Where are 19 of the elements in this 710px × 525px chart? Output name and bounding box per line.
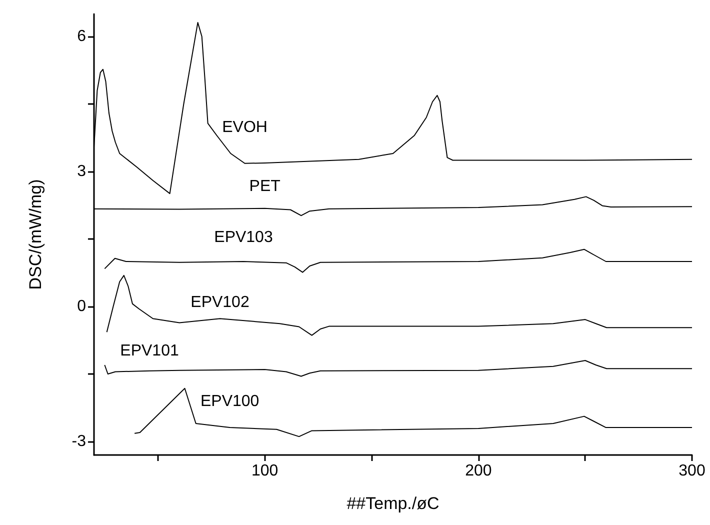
y-tick-label: 3 xyxy=(77,163,86,180)
x-tick-label: 300 xyxy=(678,462,706,480)
y-axis-title: DSC/(mW/mg) xyxy=(26,179,45,290)
y-tick-label: -3 xyxy=(72,433,86,450)
y-tick-label: 0 xyxy=(77,298,86,315)
x-tick-label: 200 xyxy=(465,462,492,480)
series-label: EPV102 xyxy=(190,294,250,312)
series-label: EVOH xyxy=(222,118,268,136)
line-series xyxy=(104,360,692,377)
line-series xyxy=(104,248,692,273)
x-axis-title: ##Temp./øC xyxy=(346,494,440,513)
series-label: EPV101 xyxy=(120,342,179,360)
line-series xyxy=(106,274,692,336)
line-series xyxy=(134,388,692,438)
x-tick-label: 100 xyxy=(252,462,278,480)
series-label: EPV103 xyxy=(214,229,273,246)
y-tick-label: 6 xyxy=(77,28,86,45)
series-label: PET xyxy=(249,178,281,195)
series-label: EPV100 xyxy=(200,393,260,410)
